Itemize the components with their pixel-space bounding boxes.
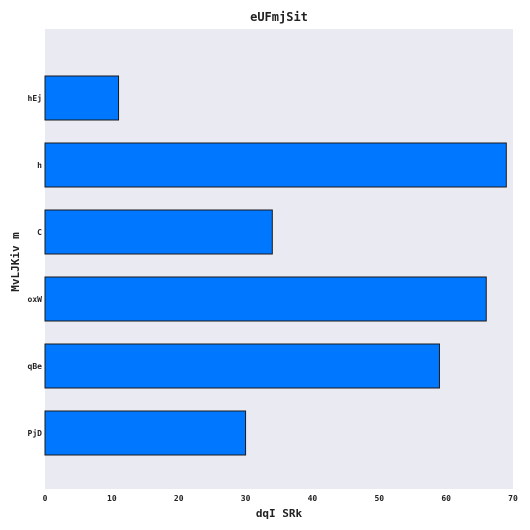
bar-C <box>44 209 273 255</box>
x-tick-label: 60 <box>441 494 451 503</box>
x-tick-label: 40 <box>308 494 318 503</box>
bar-h <box>44 142 507 188</box>
x-tick-label: 20 <box>174 494 184 503</box>
y-tick-label: C <box>37 228 42 237</box>
x-axis-label: dqI SRk <box>256 507 303 520</box>
x-tick-label: 0 <box>43 494 48 503</box>
x-tick-label: 30 <box>241 494 251 503</box>
chart-title: eUFmjSit <box>250 10 308 24</box>
y-tick-label: qBe <box>28 362 43 371</box>
bar-PjD <box>44 410 247 456</box>
y-tick-label: hEj <box>28 93 42 103</box>
bar-qBe <box>44 343 440 389</box>
bar-oxW <box>44 276 487 322</box>
y-tick-label: oxW <box>28 295 43 304</box>
bars-group <box>44 75 507 456</box>
x-tick-label: 70 <box>508 494 518 503</box>
y-axis-label: MvLJKiv m <box>9 232 22 292</box>
y-tick-label: PjD <box>28 428 43 438</box>
bar-hEj <box>44 75 120 121</box>
x-tick-labels: 0 10 20 30 40 50 60 70 <box>43 494 518 503</box>
x-tick-label: 50 <box>374 494 384 503</box>
y-tick-label: h <box>37 161 42 170</box>
x-tick-label: 10 <box>107 494 117 503</box>
